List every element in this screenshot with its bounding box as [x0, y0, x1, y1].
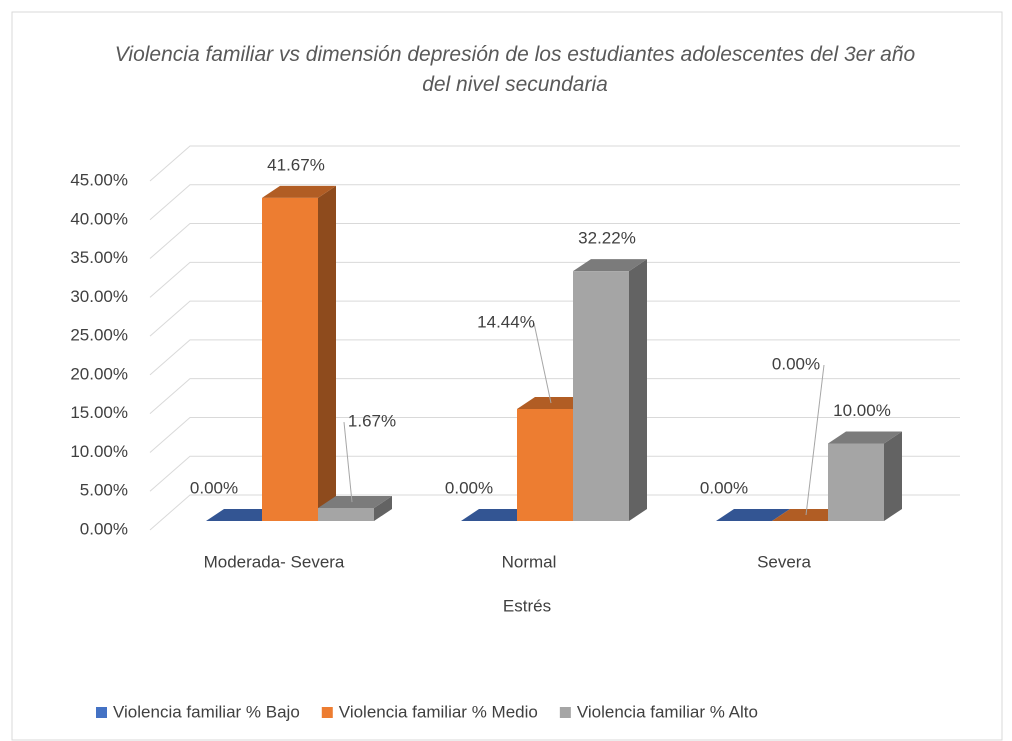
bar-face	[262, 185, 336, 198]
bar	[772, 509, 846, 521]
chart-border	[11, 11, 1003, 741]
bar-face	[828, 431, 902, 444]
legend-swatch	[559, 707, 571, 718]
y-tick-label: 20.00%	[70, 364, 128, 383]
bar-face	[461, 509, 535, 521]
data-label: 0.00%	[445, 478, 493, 497]
legend-label: Violencia familiar % Bajo	[113, 702, 300, 721]
bar	[206, 509, 280, 521]
bar-face	[884, 431, 902, 521]
data-label: 0.00%	[190, 478, 238, 497]
y-tick-label: 0.00%	[80, 519, 128, 538]
bar-face	[573, 271, 629, 521]
bar-face	[517, 397, 591, 410]
legend-label: Violencia familiar % Medio	[339, 702, 538, 721]
bar	[461, 509, 535, 521]
x-tick-label: Severa	[757, 552, 811, 571]
y-tick-label: 10.00%	[70, 442, 128, 461]
x-tick-label: Moderada- Severa	[204, 552, 345, 571]
y-tick-label: 5.00%	[80, 481, 128, 500]
grid-line	[149, 145, 960, 182]
y-tick-label: 30.00%	[70, 287, 128, 306]
bar	[573, 259, 647, 521]
bar-face	[374, 496, 392, 521]
data-label: 0.00%	[700, 478, 748, 497]
data-label: 1.67%	[348, 412, 396, 431]
x-tick-label: Normal	[502, 552, 557, 571]
leader-line	[343, 421, 353, 503]
bar	[716, 509, 790, 521]
legend-swatch	[96, 707, 107, 718]
data-label: 32.22%	[578, 229, 636, 248]
grid-line	[149, 261, 960, 298]
bar-face	[716, 509, 790, 521]
data-label: 0.00%	[772, 354, 820, 373]
leader-line	[805, 364, 825, 516]
bar-face	[262, 197, 318, 522]
grid-line	[149, 184, 960, 221]
grid-line	[149, 455, 960, 492]
y-tick-label: 45.00%	[70, 170, 128, 189]
bar	[318, 496, 392, 521]
data-label: 10.00%	[833, 401, 891, 420]
y-tick-label: 35.00%	[70, 248, 128, 267]
bar-face	[318, 185, 336, 522]
bar	[828, 431, 902, 521]
bar-face	[573, 259, 647, 272]
grid-line	[149, 300, 960, 337]
bar-face	[206, 509, 280, 521]
bar-face	[629, 259, 647, 521]
data-label: 14.44%	[477, 312, 535, 331]
bar-face	[318, 508, 374, 521]
bar	[262, 185, 336, 522]
grid-line	[149, 416, 960, 453]
data-label: 41.67%	[267, 155, 325, 174]
leader-line	[533, 322, 552, 404]
grid-line	[149, 494, 960, 531]
bar-face	[517, 409, 573, 521]
y-tick-label: 15.00%	[70, 403, 128, 422]
chart-title: Violencia familiar vs dimensión depresió…	[114, 43, 916, 96]
grid-line	[149, 223, 960, 259]
bar-face	[828, 443, 884, 521]
bar-face	[318, 496, 392, 509]
bar-face	[772, 509, 846, 521]
legend-swatch	[321, 707, 333, 718]
grid-line	[149, 339, 960, 376]
y-tick-label: 40.00%	[70, 209, 128, 228]
y-tick-label: 25.00%	[70, 326, 128, 345]
grid-line	[149, 378, 960, 415]
legend-label: Violencia familiar % Alto	[577, 702, 758, 721]
x-axis-title: Estrés	[503, 596, 551, 615]
